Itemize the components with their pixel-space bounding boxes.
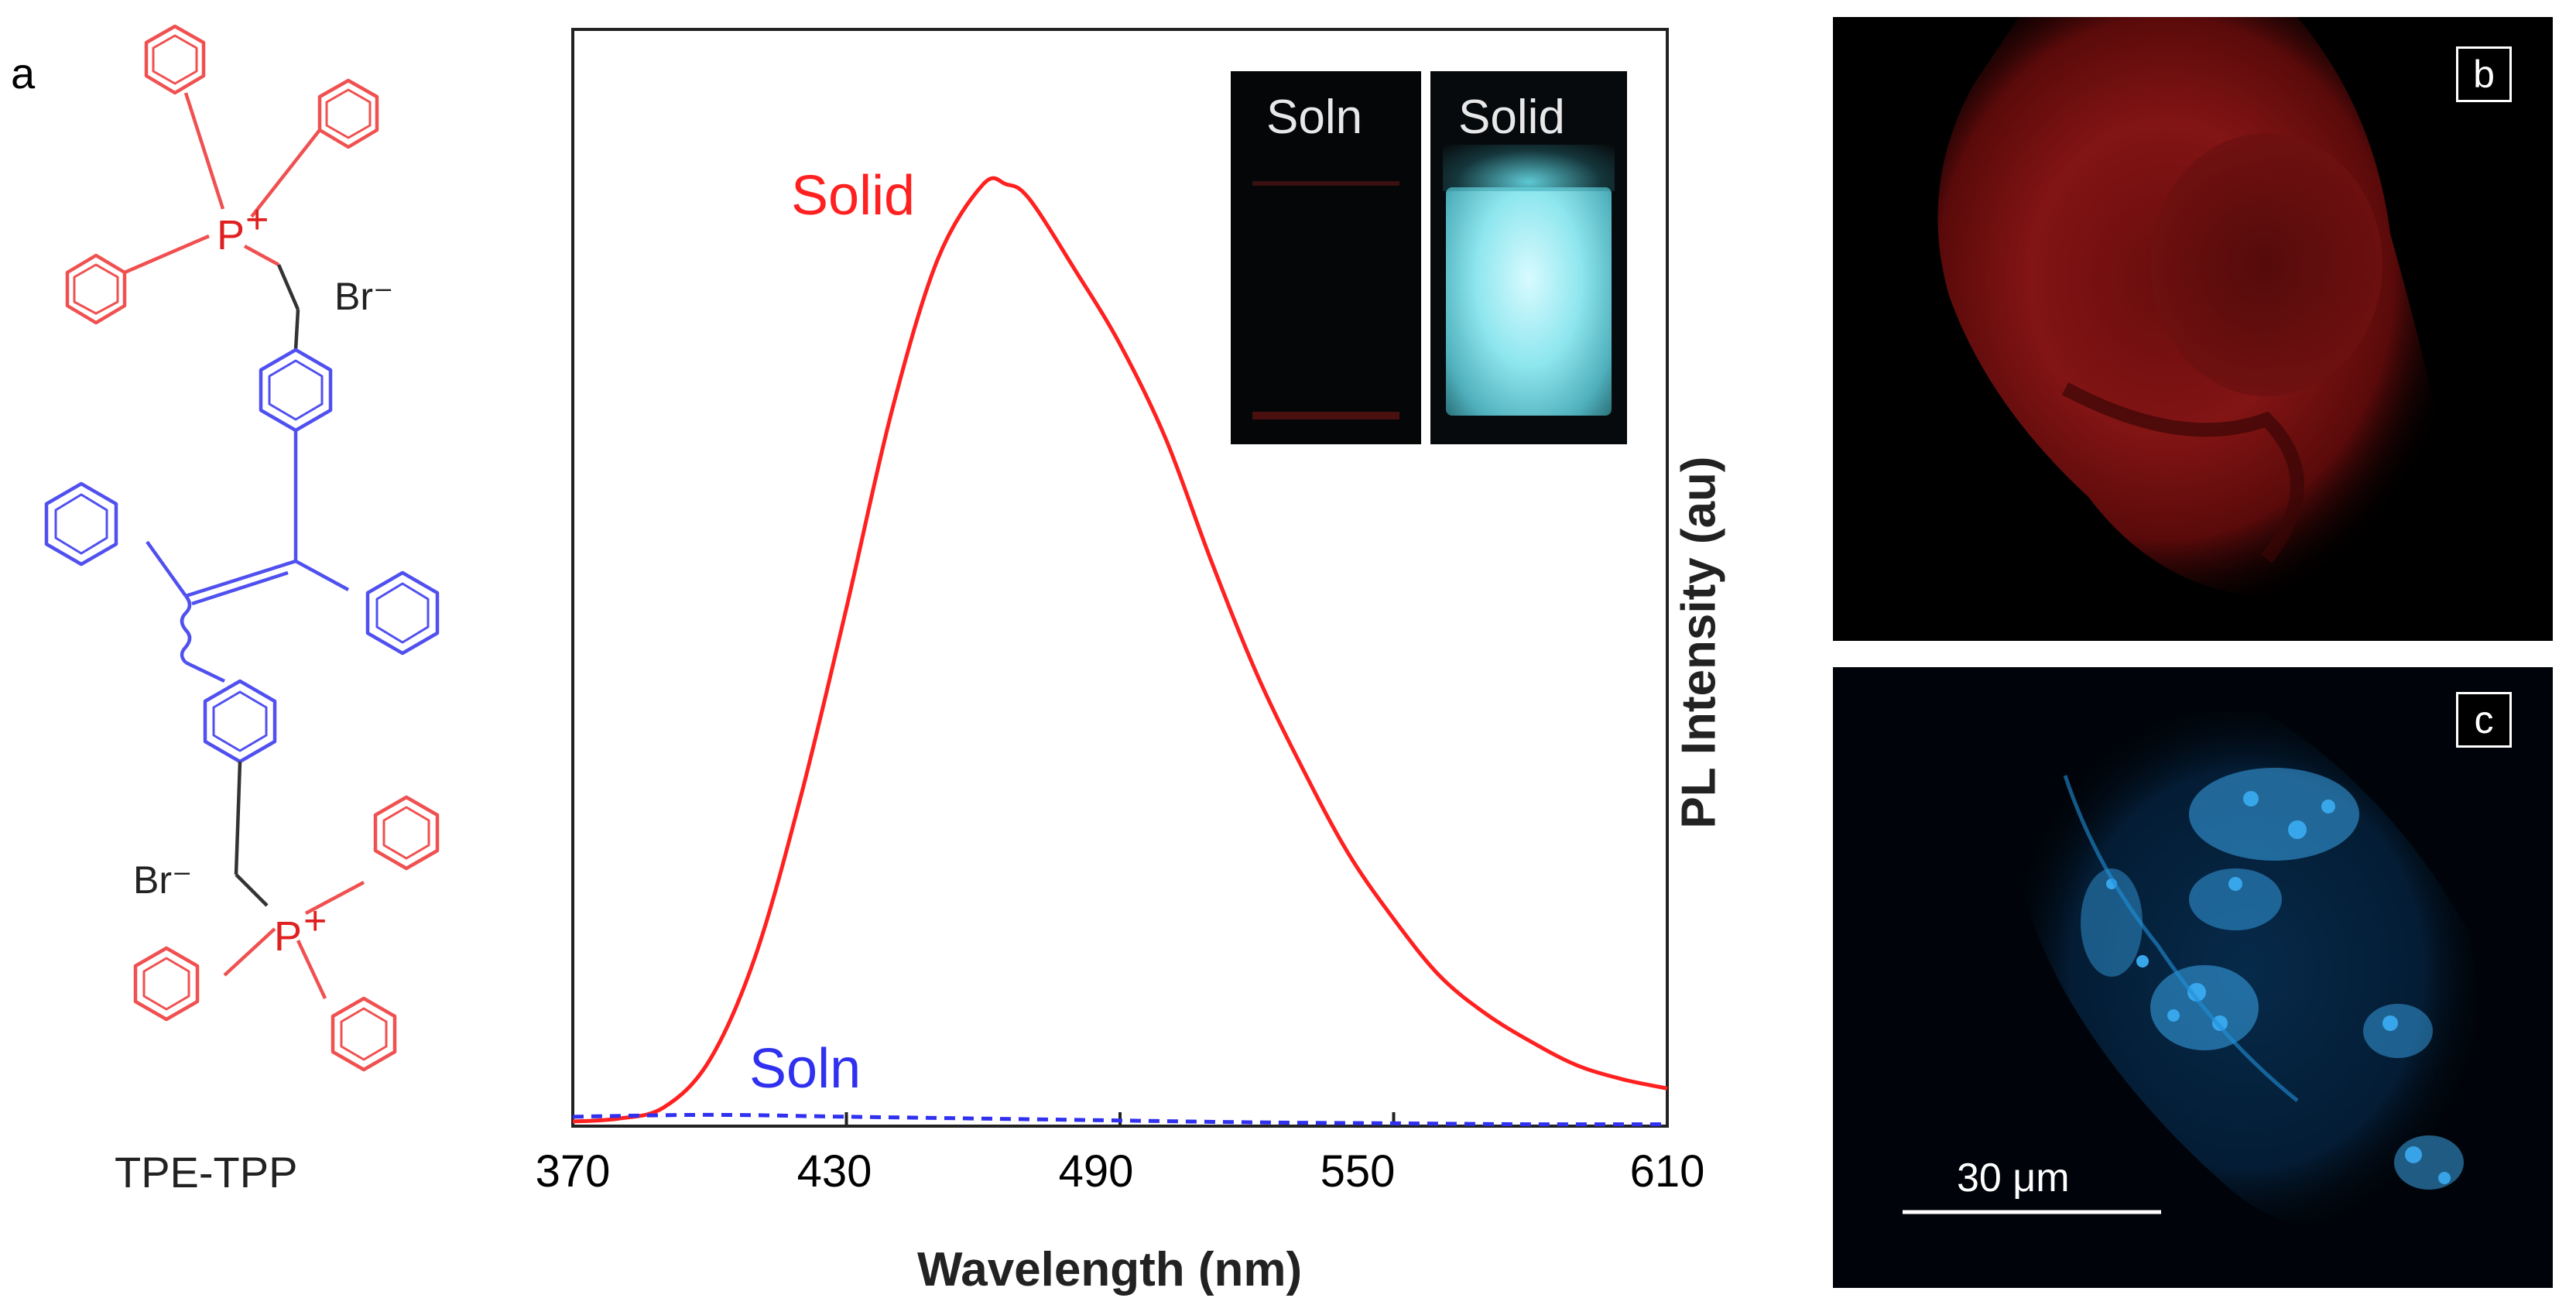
series-line-soln: [572, 1112, 1668, 1127]
inset-soln-vial: [1231, 71, 1421, 444]
panel-label-b: b: [2456, 46, 2512, 102]
soln-vial-base: [1252, 412, 1399, 419]
inset-label-solid: Solid: [1458, 91, 1565, 144]
panel-label-c: c: [2456, 692, 2512, 748]
inset-photo: [1231, 71, 1627, 444]
x-tick-610: 610: [1629, 1146, 1705, 1197]
soln-vial-rim: [1252, 181, 1399, 186]
micrograph-b-cell: [1937, 17, 2444, 598]
micrograph-b: [1833, 17, 2553, 641]
series-label-soln: Soln: [749, 1038, 862, 1100]
tpp-group-top: [65, 24, 379, 325]
x-tick-550: 550: [1320, 1146, 1396, 1197]
x-tick-490: 490: [1058, 1146, 1134, 1197]
x-tick-430: 430: [796, 1146, 872, 1197]
micrograph-c: [1833, 667, 2553, 1288]
phosphonium-bottom: P: [274, 913, 302, 960]
charge-bottom: +: [303, 899, 327, 943]
micrograph-c-cell: [1903, 711, 2477, 1229]
series-line-solid: [572, 176, 1668, 1124]
counterion-bottom: Br⁻: [133, 858, 193, 902]
x-tick-370: 370: [535, 1146, 611, 1197]
solid-powder-dust: [1443, 145, 1615, 191]
scale-bar-label: 30 μm: [1957, 1156, 2070, 1200]
tpe-core: [44, 348, 440, 764]
tpe-tpp-structure: P P: [44, 24, 440, 1072]
counterion-top: Br⁻: [334, 275, 394, 318]
y-axis-label: PL Intensity (au): [1672, 456, 1726, 829]
phosphonium-top: P: [217, 212, 245, 259]
x-axis-label: Wavelength (nm): [917, 1243, 1303, 1296]
charge-top: +: [245, 197, 269, 242]
solid-powder: [1446, 187, 1612, 416]
inset-solid-vial: [1430, 71, 1627, 444]
tpp-group-bottom: [133, 795, 440, 1072]
inset-label-soln: Soln: [1266, 91, 1363, 144]
compound-name: TPE-TPP: [115, 1148, 298, 1197]
mitochondria-dots: [2081, 768, 2464, 1190]
panel-label-a: a: [11, 49, 36, 98]
series-label-solid: Solid: [791, 165, 916, 227]
